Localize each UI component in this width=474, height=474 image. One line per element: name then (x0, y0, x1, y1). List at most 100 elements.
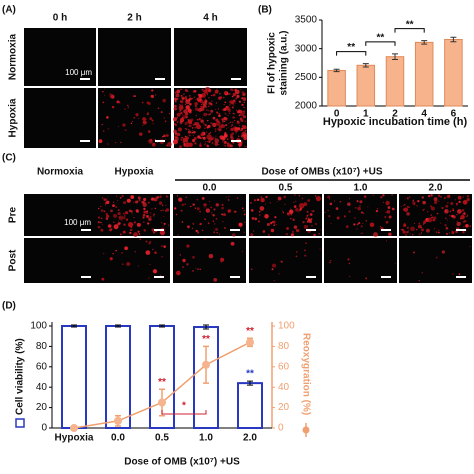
signal-dot (151, 89, 154, 92)
signal-dot (235, 88, 237, 90)
signal-dot (175, 108, 177, 110)
signal-dot (148, 242, 151, 245)
signal-dot (183, 111, 185, 113)
signal-dot (173, 107, 177, 111)
signal-dot (422, 223, 425, 225)
signal-dot (441, 206, 444, 210)
signal-dot (360, 225, 363, 228)
bar (105, 325, 131, 429)
signal-dot (125, 218, 129, 221)
signal-dot (241, 90, 244, 94)
signal-dot (301, 197, 304, 200)
significance-label: ** (158, 377, 166, 388)
signal-dot (224, 91, 228, 95)
signal-dot (162, 209, 164, 211)
signal-dot (168, 112, 171, 115)
signal-dot (312, 210, 315, 213)
signal-dot (298, 203, 305, 209)
signal-dot (427, 211, 429, 213)
signal-dot (186, 244, 190, 248)
row-label: Hypoxia (8, 98, 19, 137)
signal-dot (178, 105, 184, 111)
signal-dot (278, 273, 280, 275)
signal-dot (174, 91, 177, 94)
x-axis-label: Dose of OMB (x10⁷) +US (124, 457, 240, 468)
signal-dot (162, 204, 164, 206)
signal-dot (102, 197, 104, 199)
signal-dot (404, 198, 406, 200)
micrograph (98, 28, 171, 86)
signal-dot (181, 136, 184, 139)
signal-dot (302, 220, 305, 224)
signal-dot (413, 223, 415, 225)
y2-tick-label: 20 (278, 402, 290, 413)
signal-dot (145, 240, 148, 243)
signal-dot (112, 252, 114, 255)
signal-dot (160, 209, 162, 212)
signal-dot (115, 205, 118, 208)
signal-dot (167, 224, 170, 227)
signal-dot (228, 112, 231, 114)
signal-dot (189, 124, 192, 128)
signal-dot (207, 119, 209, 122)
signal-dot (466, 214, 469, 216)
signal-dot (153, 197, 158, 202)
signal-dot (369, 222, 375, 228)
signal-dot (205, 102, 207, 104)
signal-dot (226, 138, 229, 140)
signal-dot (242, 251, 244, 253)
signal-dot (207, 140, 209, 143)
signal-dot (181, 203, 184, 207)
signal-dot (242, 115, 247, 119)
signal-dot (221, 203, 224, 206)
signal-dot (361, 232, 364, 234)
signal-dot (400, 229, 402, 231)
signal-dot (196, 198, 199, 201)
signal-dot (113, 224, 119, 230)
signal-dot (194, 207, 197, 209)
micrograph (24, 238, 97, 283)
signal-dot (445, 217, 447, 220)
signal-dot (330, 259, 332, 262)
signal-dot (221, 118, 224, 122)
signal-dot (205, 207, 207, 209)
signal-dot (266, 222, 270, 226)
y-tick-label: 100 (30, 321, 47, 332)
signal-dot (417, 199, 420, 203)
signal-dot (198, 118, 201, 120)
error-bar (450, 36, 457, 43)
signal-dot (225, 106, 228, 108)
signal-dot (117, 211, 121, 216)
signal-dot (205, 141, 207, 143)
signal-dot (211, 94, 213, 97)
signal-dot (200, 106, 202, 108)
significance-bracket (161, 410, 207, 415)
signal-dot (452, 208, 454, 210)
signal-dot (227, 108, 231, 112)
signal-dot (240, 118, 244, 122)
signal-dot (224, 101, 227, 104)
signal-dot (408, 196, 411, 199)
signal-dot (345, 225, 349, 229)
micrograph (174, 28, 247, 86)
signal-dot (225, 119, 228, 121)
signal-dot (191, 227, 194, 229)
signal-dot (242, 92, 245, 95)
signal-dot (258, 214, 261, 216)
signal-dot (238, 125, 240, 127)
signal-dot (131, 120, 133, 122)
signal-dot (106, 200, 110, 205)
signal-dot (260, 197, 265, 203)
signal-dot (220, 96, 222, 98)
signal-dot (185, 105, 190, 110)
signal-dot (391, 207, 395, 211)
signal-dot (242, 97, 247, 101)
signal-dot (230, 127, 234, 132)
column-header: 4 h (203, 13, 217, 24)
signal-dot (311, 224, 313, 227)
signal-dot (409, 233, 411, 235)
signal-dot (298, 211, 300, 213)
signal-dot (466, 197, 470, 202)
signal-dot (130, 226, 133, 229)
signal-dot (213, 208, 216, 211)
